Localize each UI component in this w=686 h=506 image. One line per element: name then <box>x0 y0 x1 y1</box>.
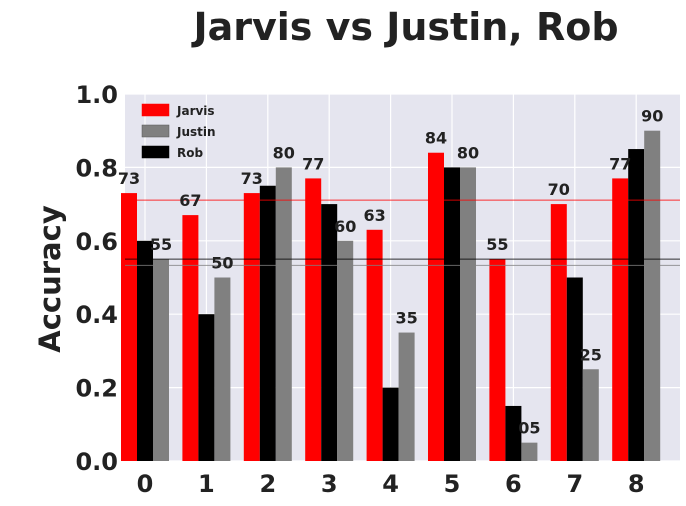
data-label-justin: 05 <box>518 419 540 438</box>
legend-swatch-rob <box>141 145 170 159</box>
y-tick-label: 0.4 <box>75 301 118 329</box>
x-tick-label: 2 <box>259 470 276 498</box>
bar-justin <box>337 240 354 461</box>
bar-jarvis <box>550 204 567 461</box>
data-label-jarvis: 67 <box>179 191 201 210</box>
bar-justin <box>214 277 231 461</box>
bar-justin <box>460 167 476 461</box>
x-tick-label: 3 <box>321 470 338 498</box>
y-tick-label: 0.8 <box>75 154 118 182</box>
bar-jarvis <box>428 152 444 461</box>
bar-justin <box>644 130 661 461</box>
x-tick-label: 5 <box>444 470 461 498</box>
y-tick-label: 0.6 <box>75 228 118 256</box>
data-label-jarvis: 63 <box>363 206 385 225</box>
x-tick-label: 7 <box>566 470 583 498</box>
data-label-jarvis: 84 <box>425 129 447 148</box>
data-label-justin: 55 <box>150 235 172 254</box>
y-axis-label: Accuracy <box>33 205 67 353</box>
y-tick-label: 0.0 <box>75 448 118 476</box>
x-tick-label: 8 <box>628 470 645 498</box>
bar-justin <box>398 332 415 461</box>
bar-jarvis <box>489 259 506 461</box>
bar-jarvis <box>243 193 260 461</box>
data-label-jarvis: 70 <box>548 180 570 199</box>
bar-rob <box>628 149 645 462</box>
bar-rob <box>321 204 338 461</box>
legend-swatch-jarvis <box>141 103 170 117</box>
bar-justin <box>275 167 292 461</box>
x-tick-label: 4 <box>382 470 399 498</box>
bar-jarvis <box>305 178 322 461</box>
bar-justin <box>521 442 538 461</box>
chart-title: Jarvis vs Justin, Rob <box>190 5 618 49</box>
bar-rob <box>382 387 399 461</box>
bar-rob <box>137 240 153 461</box>
x-tick-label: 6 <box>505 470 522 498</box>
x-tick-label: 0 <box>137 470 154 498</box>
data-label-justin: 60 <box>334 217 356 236</box>
data-label-justin: 80 <box>457 143 479 162</box>
bar-rob <box>259 185 276 461</box>
data-label-jarvis: 73 <box>241 169 263 188</box>
bar-rob <box>566 277 583 461</box>
bar-jarvis <box>182 215 199 461</box>
bar-jarvis <box>366 229 383 461</box>
data-label-jarvis: 55 <box>486 235 508 254</box>
bar-rob <box>505 405 522 461</box>
bar-justin <box>582 369 599 461</box>
x-tick-label: 1 <box>198 470 215 498</box>
legend-label-jarvis: Jarvis <box>176 104 215 118</box>
data-label-jarvis: 77 <box>609 154 631 173</box>
data-label-justin: 80 <box>273 143 295 162</box>
data-label-justin: 50 <box>211 254 233 273</box>
data-label-justin: 35 <box>395 309 417 328</box>
bar-rob <box>444 167 460 461</box>
data-label-jarvis: 77 <box>302 154 324 173</box>
y-tick-label: 0.2 <box>75 375 118 403</box>
data-label-justin: 90 <box>641 107 663 126</box>
bar-rob <box>198 314 215 461</box>
y-tick-label: 1.0 <box>75 81 118 109</box>
legend-label-rob: Rob <box>177 146 203 160</box>
legend-swatch-justin <box>141 124 170 138</box>
data-label-justin: 25 <box>580 345 602 364</box>
data-label-jarvis: 73 <box>118 169 140 188</box>
legend-label-justin: Justin <box>176 125 216 139</box>
bar-jarvis <box>121 193 137 461</box>
bar-justin <box>153 259 169 461</box>
bar-jarvis <box>612 178 629 461</box>
